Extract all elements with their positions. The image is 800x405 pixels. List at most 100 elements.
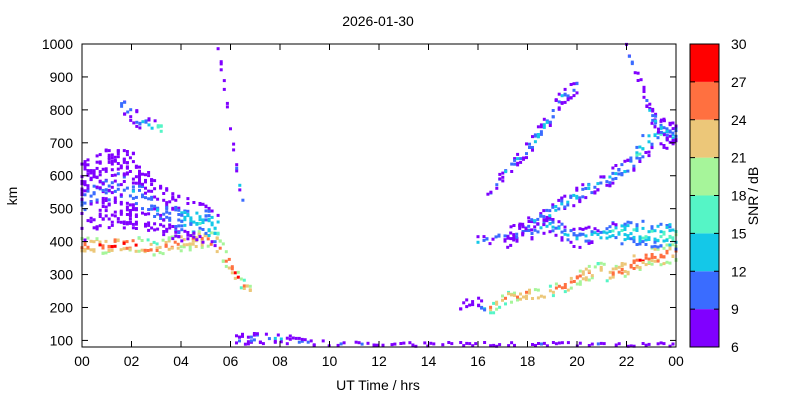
- heatmap-cell: [614, 264, 618, 268]
- heatmap-cell: [578, 282, 582, 286]
- heatmap-cell: [198, 226, 202, 230]
- heatmap-cell: [572, 82, 576, 86]
- heatmap-cell: [605, 227, 609, 231]
- heatmap-cell: [122, 175, 126, 179]
- heatmap-cell: [578, 274, 582, 278]
- heatmap-cell: [575, 188, 579, 192]
- heatmap-cell: [575, 186, 579, 190]
- heatmap-cell: [258, 341, 262, 344]
- heatmap-cell: [164, 241, 168, 244]
- heatmap-cell: [528, 146, 531, 149]
- heatmap-cell: [641, 261, 645, 264]
- heatmap-cell: [137, 249, 141, 253]
- heatmap-cell: [560, 238, 564, 242]
- heatmap-cell: [662, 133, 666, 137]
- heatmap-cell: [83, 160, 87, 164]
- heatmap-cell: [107, 249, 111, 252]
- heatmap-cell: [179, 249, 183, 253]
- heatmap-cell: [665, 127, 669, 131]
- heatmap-cell: [620, 263, 624, 267]
- heatmap-cell: [495, 344, 499, 348]
- heatmap-cell: [165, 229, 169, 233]
- heatmap-cell: [168, 216, 172, 220]
- x-tick-label: 04: [173, 353, 189, 369]
- heatmap-cell: [89, 248, 93, 252]
- heatmap-cell: [131, 160, 135, 164]
- heatmap-cell: [569, 286, 573, 290]
- heatmap-cell: [611, 177, 615, 181]
- heatmap-cell: [174, 230, 178, 234]
- heatmap-cell: [635, 229, 639, 232]
- heatmap-cell: [530, 220, 534, 224]
- heatmap-cell: [605, 236, 609, 240]
- heatmap-cell: [135, 109, 139, 113]
- heatmap-cell: [207, 229, 211, 233]
- heatmap-cell: [581, 270, 585, 274]
- heatmap-cell: [539, 125, 543, 129]
- heatmap-cell: [614, 343, 618, 347]
- heatmap-cell: [671, 127, 675, 131]
- heatmap-cell: [264, 332, 268, 336]
- heatmap-cell: [531, 146, 534, 149]
- heatmap-cell: [92, 240, 96, 244]
- y-axis-label: km: [4, 187, 20, 206]
- heatmap-cell: [656, 245, 660, 249]
- heatmap-cell: [171, 237, 175, 241]
- heatmap-cell: [617, 270, 621, 274]
- heatmap-cell: [165, 215, 169, 219]
- heatmap-cell: [638, 235, 642, 239]
- heatmap-cell: [144, 180, 147, 184]
- heatmap-cell: [596, 229, 600, 233]
- heatmap-cell: [131, 181, 135, 185]
- heatmap-cell: [614, 226, 618, 230]
- heatmap-cell: [110, 223, 114, 227]
- heatmap-cell: [113, 239, 117, 243]
- heatmap-cell: [201, 202, 205, 206]
- heatmap-cell: [581, 277, 585, 281]
- heatmap-cell: [144, 186, 147, 190]
- heatmap-cell: [527, 229, 531, 232]
- heatmap-cell: [533, 288, 537, 292]
- heatmap-cell: [153, 228, 157, 232]
- heatmap-cell: [459, 307, 463, 311]
- heatmap-cell: [512, 233, 516, 237]
- heatmap-cell: [174, 234, 178, 238]
- heatmap-cell: [572, 193, 576, 197]
- heatmap-cell: [450, 342, 454, 346]
- heatmap-cell: [107, 244, 111, 248]
- heatmap-cell: [156, 125, 160, 129]
- heatmap-cell: [578, 341, 582, 345]
- heatmap-cell: [495, 307, 499, 311]
- colorbar-tick-label: 15: [731, 225, 747, 241]
- heatmap-cell: [104, 239, 108, 243]
- heatmap-cell: [572, 94, 576, 98]
- heatmap-cell: [245, 284, 249, 288]
- heatmap-cell: [506, 245, 510, 249]
- heatmap-cell: [519, 160, 523, 164]
- heatmap-cell: [171, 197, 175, 201]
- heatmap-cell: [239, 286, 243, 290]
- heatmap-cell: [489, 190, 493, 194]
- heatmap-cell: [126, 110, 130, 114]
- heatmap-cell: [635, 223, 639, 227]
- heatmap-cell: [207, 209, 211, 213]
- heatmap-cell: [515, 235, 519, 239]
- heatmap-cell: [238, 188, 242, 192]
- heatmap-cell: [206, 237, 210, 241]
- heatmap-cell: [125, 150, 129, 153]
- heatmap-cell: [551, 341, 555, 344]
- heatmap-cell: [357, 341, 361, 345]
- heatmap-cell: [581, 183, 585, 187]
- y-tick-label: 800: [50, 102, 74, 118]
- heatmap-cell: [110, 185, 114, 189]
- heatmap-cell: [512, 238, 516, 242]
- heatmap-cell: [150, 189, 154, 193]
- heatmap-cell: [548, 124, 552, 127]
- heatmap-cell: [536, 217, 540, 221]
- heatmap-cell: [608, 225, 612, 229]
- heatmap-cell: [125, 208, 129, 212]
- heatmap-cell: [119, 194, 123, 198]
- heatmap-cell: [662, 255, 666, 259]
- heatmap-cell: [120, 102, 124, 106]
- heatmap-cell: [626, 220, 630, 224]
